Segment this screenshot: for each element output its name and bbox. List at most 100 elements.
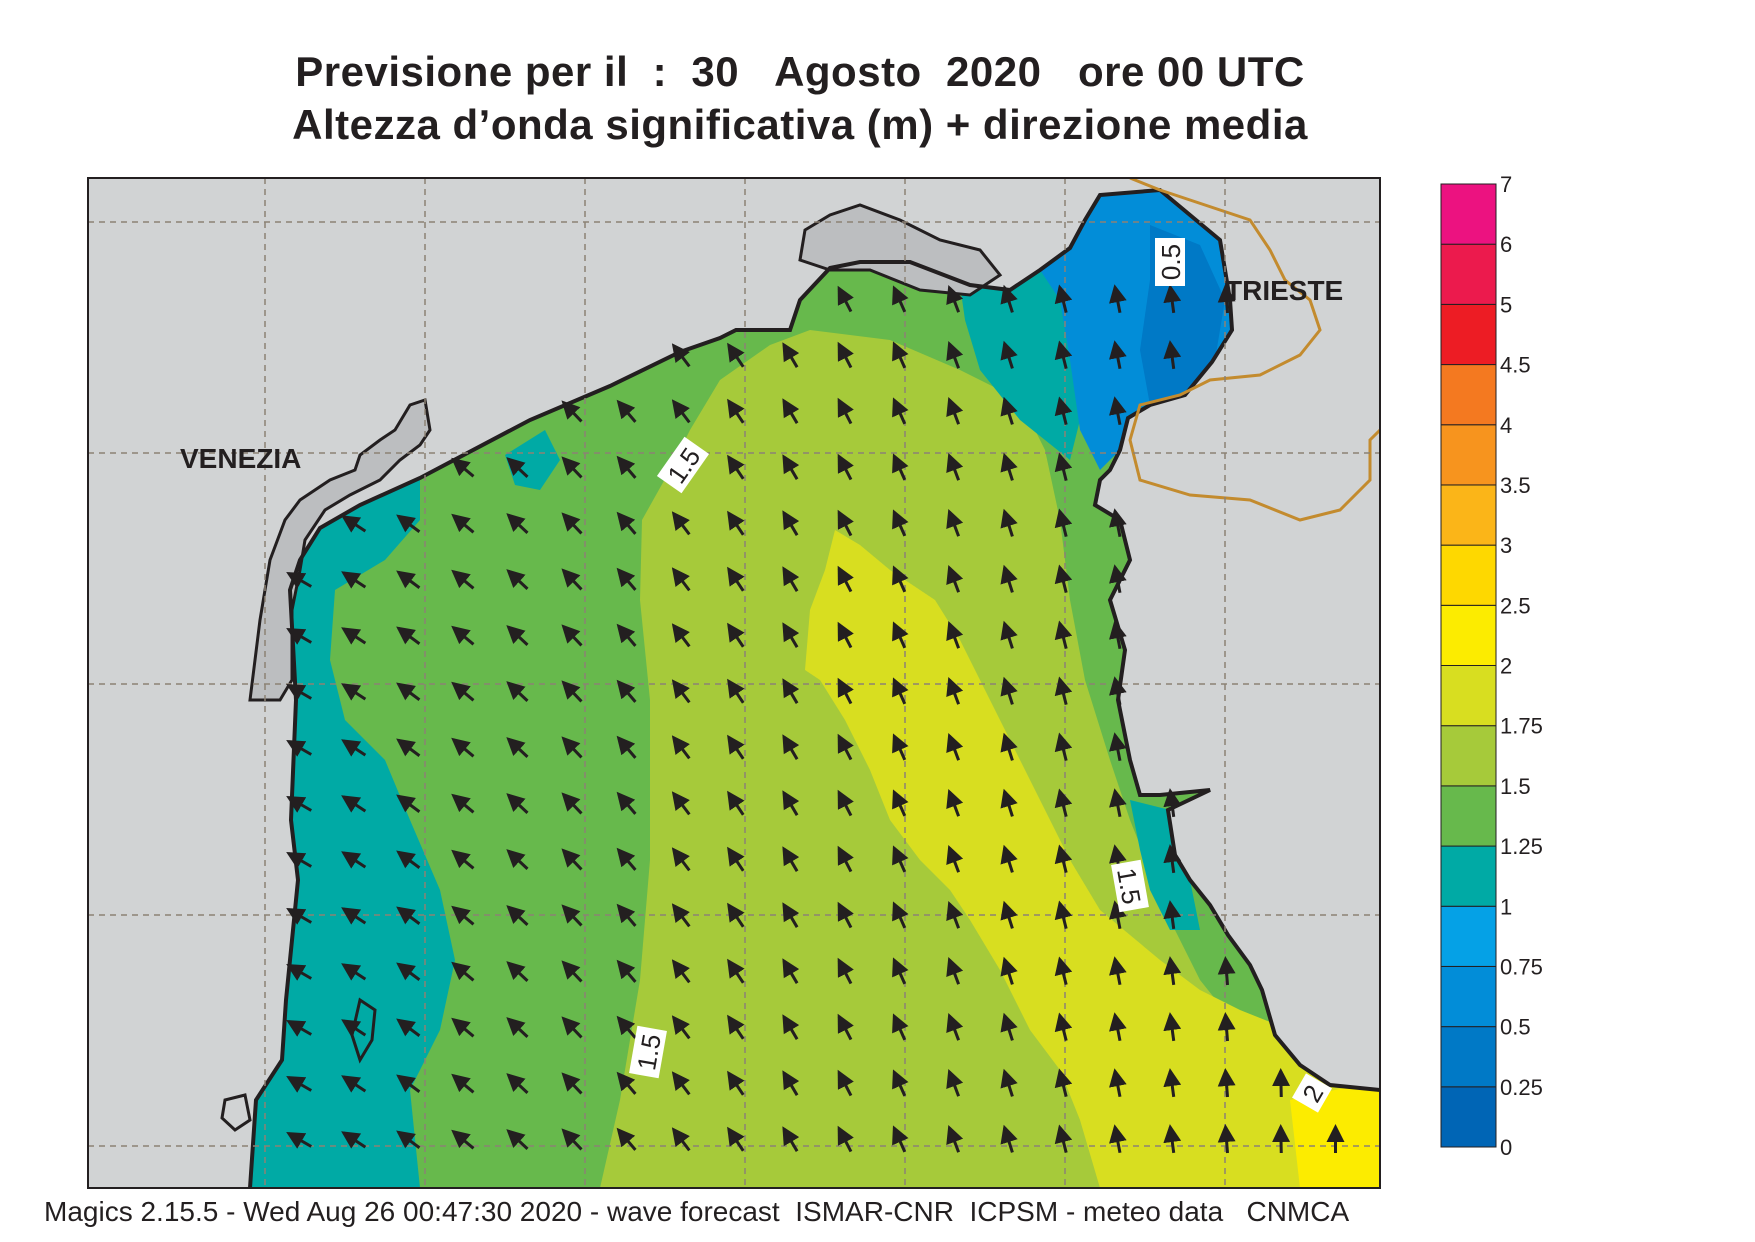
direction-arrow bbox=[782, 678, 800, 704]
direction-arrow bbox=[506, 1073, 529, 1094]
direction-arrow bbox=[946, 397, 964, 425]
direction-arrow bbox=[782, 734, 800, 760]
map-subtitle: Altezza d’onda significativa (m) + direz… bbox=[292, 101, 1308, 148]
direction-arrow bbox=[671, 735, 691, 760]
direction-arrow bbox=[837, 901, 854, 929]
direction-arrow bbox=[782, 790, 800, 816]
direction-arrow bbox=[727, 1070, 745, 1096]
direction-arrow bbox=[451, 849, 475, 870]
direction-arrow bbox=[1109, 1124, 1127, 1154]
direction-arrow bbox=[946, 789, 964, 817]
direction-arrow bbox=[837, 1069, 854, 1097]
direction-arrow bbox=[616, 511, 637, 535]
direction-arrow bbox=[1054, 900, 1073, 929]
direction-arrow bbox=[341, 1131, 367, 1149]
direction-arrow bbox=[616, 1071, 637, 1095]
direction-arrow bbox=[341, 515, 367, 533]
direction-arrow bbox=[561, 1016, 583, 1039]
direction-arrow bbox=[506, 1017, 529, 1038]
direction-arrow bbox=[1000, 452, 1018, 481]
direction-arrow bbox=[1163, 284, 1182, 314]
direction-arrow bbox=[727, 622, 745, 648]
direction-arrow bbox=[727, 1126, 745, 1152]
direction-arrow bbox=[1272, 1068, 1291, 1098]
direction-arrow bbox=[616, 399, 637, 423]
direction-arrow bbox=[506, 905, 529, 926]
direction-arrow bbox=[671, 1071, 691, 1096]
direction-arrow bbox=[1163, 1012, 1182, 1042]
svg-text:1.5: 1.5 bbox=[1111, 866, 1147, 907]
direction-arrow bbox=[1000, 1124, 1018, 1153]
direction-arrow bbox=[837, 621, 854, 649]
direction-arrow bbox=[451, 1073, 475, 1094]
legend-tick-label: 4.5 bbox=[1500, 353, 1531, 378]
direction-arrow bbox=[946, 285, 964, 313]
direction-arrow bbox=[1109, 956, 1127, 986]
direction-arrow bbox=[616, 847, 637, 871]
direction-arrow bbox=[892, 509, 909, 537]
direction-arrow bbox=[1163, 1068, 1182, 1098]
direction-arrow bbox=[782, 454, 800, 480]
direction-arrow bbox=[837, 789, 854, 817]
direction-arrow bbox=[561, 456, 583, 479]
direction-arrow bbox=[1163, 844, 1182, 874]
direction-arrow bbox=[396, 1074, 421, 1093]
direction-arrow bbox=[286, 628, 313, 645]
direction-arrow bbox=[616, 959, 637, 983]
legend-swatch bbox=[1440, 604, 1497, 666]
direction-arrow bbox=[782, 902, 800, 928]
direction-arrow bbox=[616, 455, 637, 479]
direction-arrow bbox=[616, 735, 637, 759]
direction-arrow bbox=[1000, 1012, 1018, 1041]
direction-arrow bbox=[506, 569, 529, 590]
direction-arrow bbox=[1054, 1012, 1073, 1041]
direction-arrow bbox=[1109, 788, 1127, 818]
direction-arrow bbox=[561, 848, 583, 871]
direction-arrow bbox=[946, 845, 964, 873]
direction-arrow bbox=[727, 734, 745, 760]
direction-arrow bbox=[1217, 956, 1236, 986]
legend-swatch bbox=[1440, 544, 1497, 606]
direction-arrow bbox=[892, 285, 909, 313]
direction-arrow bbox=[946, 621, 964, 649]
direction-arrow bbox=[837, 957, 854, 985]
direction-arrow bbox=[1109, 340, 1127, 370]
direction-arrow bbox=[341, 1019, 367, 1037]
direction-arrow bbox=[1109, 396, 1127, 426]
direction-arrow bbox=[1109, 676, 1127, 706]
contour-label-5: 2 bbox=[1292, 1073, 1332, 1113]
direction-arrow bbox=[727, 342, 745, 368]
direction-arrow bbox=[727, 958, 745, 984]
direction-arrow bbox=[286, 684, 313, 701]
direction-arrow bbox=[782, 510, 800, 536]
direction-arrow bbox=[396, 1018, 421, 1037]
legend-tick-label: 4 bbox=[1500, 413, 1512, 438]
direction-arrow bbox=[671, 847, 691, 872]
legend-tick-label: 0.75 bbox=[1500, 954, 1543, 979]
direction-arrow bbox=[561, 904, 583, 927]
direction-arrow bbox=[286, 908, 313, 925]
legend-swatch bbox=[1440, 424, 1497, 486]
direction-arrow bbox=[561, 1128, 583, 1151]
direction-arrow bbox=[671, 903, 691, 928]
direction-arrow bbox=[1000, 788, 1018, 817]
direction-arrow bbox=[946, 1125, 964, 1153]
direction-arrow bbox=[1163, 1124, 1182, 1154]
direction-arrow bbox=[837, 845, 854, 873]
direction-arrow bbox=[892, 397, 909, 425]
direction-arrow bbox=[892, 957, 909, 985]
legend-tick-label: 0 bbox=[1500, 1135, 1512, 1160]
direction-arrow bbox=[892, 565, 909, 593]
legend-swatch bbox=[1440, 785, 1497, 847]
direction-arrow bbox=[341, 795, 367, 813]
direction-arrow bbox=[286, 1132, 313, 1149]
direction-arrow bbox=[451, 1017, 475, 1038]
direction-arrow bbox=[671, 567, 691, 592]
direction-arrow bbox=[837, 733, 854, 761]
direction-arrow bbox=[396, 570, 421, 589]
direction-arrow bbox=[1054, 956, 1073, 985]
svg-text:1.5: 1.5 bbox=[631, 1032, 667, 1073]
direction-arrow bbox=[506, 849, 529, 870]
direction-arrow bbox=[671, 399, 691, 424]
